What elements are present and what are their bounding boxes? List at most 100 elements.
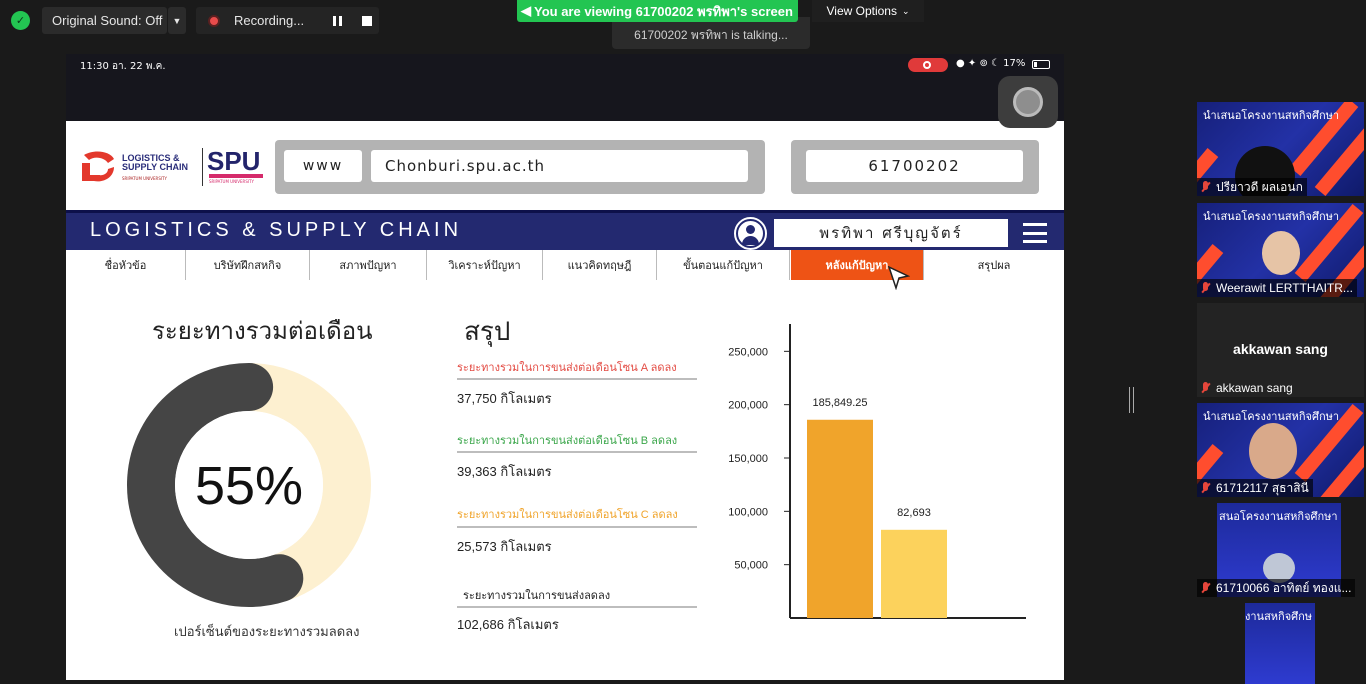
spu-logo-subtitle: SRIPATUM UNIVERSITY [209,179,254,184]
tab-after-solution[interactable]: หลังแก้ปัญหา [791,250,924,280]
summary-label-zone-a: ระยะทางรวมในการขนส่งต่อเดือนโซน A ลดลง [457,362,677,374]
tab-analysis[interactable]: วิเคราะห์ปัญหา [427,250,543,280]
mic-muted-icon [1201,181,1210,193]
hamburger-menu-icon[interactable] [1023,223,1047,243]
url-box: www Chonburi.spu.ac.th [275,140,765,194]
original-sound-label: Original Sound: Off [52,13,163,28]
security-shield-icon[interactable]: ✓ [11,11,30,30]
view-options-label: View Options [826,4,897,18]
slide-title: นำเสนอโครงงานสหกิจศึกษา [1203,110,1340,122]
donut-percent: 55% [195,456,303,516]
student-id-field[interactable]: 61700202 [806,150,1023,182]
tab-topic[interactable]: ชื่อหัวข้อ [66,250,186,280]
participant-name: akkawan sang [1216,381,1293,395]
slide-title: นำเสนอโครงงานสหกิจศึกษา [1203,411,1340,423]
donut-hole [175,411,323,559]
y-tick-label: 50,000 [734,560,768,572]
participant-tile[interactable]: นำเสนอโครงงานสหกิจศึกษา ปรียาวดี ผลเอนก [1197,102,1364,196]
slide-title: สนอโครงงานสหกิจศึกษา [1219,511,1338,523]
mic-muted-icon [1201,582,1210,594]
slide-title: นำเสนอโครงงานสหกิจศึกษา [1203,211,1340,223]
original-sound-button[interactable]: Original Sound: Off [42,7,167,34]
recording-label: Recording... [234,13,305,28]
logo-divider [202,148,203,186]
mic-muted-icon [1201,482,1210,494]
stop-icon[interactable] [362,16,372,26]
pause-icon[interactable] [333,16,343,26]
participant-nameplate: Weerawit LERTTHAITR... [1197,279,1357,297]
viewing-banner: ◀ You are viewing 61700202 พรทิพา's scree… [517,0,798,22]
student-id-box: 61700202 [791,140,1039,194]
ls-logo-icon [82,151,114,182]
spu-logo-bar [209,174,263,178]
summary-value-zone-b: 39,363 กิโลเมตร [457,464,552,479]
summary-value-zone-a: 37,750 กิโลเมตร [457,391,552,406]
shared-screen: 11:30 อา. 22 พ.ค. ● ✦ ⊚ ☾ 17% LOGISTICS … [66,54,1064,680]
tab-theory[interactable]: แนวคิดทฤษฎี [543,250,657,280]
talking-indicator: 61700202 พรทิพา is talking... [612,17,810,49]
participant-name: 61710066 อาทิตย์ ทองแ... [1216,580,1352,595]
chevron-down-icon: ⌄ [901,5,910,16]
donut-filled-arc [127,363,371,607]
tab-problem[interactable]: สภาพปัญหา [310,250,427,280]
tab-solution-steps[interactable]: ขั้นตอนแก้ปัญหา [657,250,790,280]
tab-company[interactable]: บริษัทฝึกสหกิจ [186,250,310,280]
mic-muted-icon [1201,382,1210,394]
participant-nameplate: ปรียาวดี ผลเอนก [1197,178,1307,196]
spu-logo: SPU [207,146,261,176]
view-options-button[interactable]: View Options ⌄ [812,0,924,22]
participant-nameplate: akkawan sang [1197,379,1297,397]
user-name-field: พรทิพา ศรีบุญจัตร์ [774,219,1008,247]
record-icon [208,14,220,27]
bar [881,529,947,618]
url-field[interactable]: Chonburi.spu.ac.th [371,150,748,182]
participant-tile[interactable]: สนอโครงงานสหกิจศึกษา 61710066 อาทิตย์ ทอ… [1197,503,1364,597]
summary-divider [457,526,697,528]
participant-tile[interactable]: นำเสนอโครงงานสหกิจศึกษา 61712117 สุธาสิน… [1197,403,1364,497]
y-tick-label: 150,000 [728,453,768,465]
bar-data-label: 185,849.25 [812,397,867,409]
bar-chart: 50,000 100,000 150,000 200,000 250,000 185,84… [728,324,1026,619]
speaker-icon: ◀ [521,3,531,18]
assistive-touch-button[interactable] [998,76,1058,128]
status-time: 11:30 อา. 22 พ.ค. [80,61,166,72]
summary-label-zone-c: ระยะทางรวมในการขนส่งต่อเดือนโซน C ลดลง [457,509,678,521]
participant-name: Weerawit LERTTHAITR... [1216,281,1353,295]
participant-tile[interactable]: นำเสนอโครงงานสหกิจศึกษา Weerawit LERTTHA… [1197,203,1364,297]
cursor-arrow-icon [888,266,910,290]
section-tabs: ชื่อหัวข้อ บริษัทฝึกสหกิจ สภาพปัญหา วิเค… [66,250,1064,282]
mic-muted-icon [1201,282,1210,294]
y-tick-label: 100,000 [728,506,768,518]
summary-divider [457,451,697,453]
summary-value-total: 102,686 กิโลเมตร [457,617,559,632]
summary-divider [457,378,697,380]
donut-chart: 55% [127,363,371,607]
participant-name: ปรียาวดี ผลเอนก [1216,179,1303,194]
summary-label-zone-b: ระยะทางรวมในการขนส่งต่อเดือนโซน B ลดลง [457,435,678,447]
tablet-status-bar: 11:30 อา. 22 พ.ค. ● ✦ ⊚ ☾ 17% [66,54,1064,121]
tab-conclusion[interactable]: สรุปผล [977,260,1011,272]
logistics-logo-text: LOGISTICS & SUPPLY CHAIN [122,153,189,172]
donut-title: ระยะทางรวมต่อเดือน [152,318,373,345]
y-tick-label: 250,000 [728,346,768,358]
summary-title: สรุป [464,316,511,346]
recording-indicator: Recording... [196,7,379,34]
slide-title: งานสหกิจศึกษ [1245,611,1313,623]
panel-resize-handle[interactable] [1129,387,1134,413]
participant-name: 61712117 สุธาสินี [1216,480,1309,495]
talking-label: 61700202 พรทิพา is talking... [634,27,788,42]
summary-label-total: ระยะทางรวมในการขนส่งลดลง [463,590,611,602]
chevron-down-icon[interactable]: ▼ [168,7,186,34]
user-icon[interactable] [734,217,767,250]
screen-record-icon [908,58,948,72]
logo-subtitle: SRIPATUM UNIVERSITY [122,176,167,181]
bar [807,419,873,618]
participant-display-name: akkawan sang [1233,341,1328,357]
participant-nameplate: 61710066 อาทิตย์ ทองแ... [1197,579,1356,597]
participant-nameplate: 61712117 สุธาสินี [1197,479,1313,497]
battery-icon [1032,60,1050,69]
site-nav-bar: LOGISTICS & SUPPLY CHAIN พรทิพา ศรีบุญจั… [66,210,1064,250]
participant-tile[interactable]: akkawan sang akkawan sang [1197,303,1364,397]
donut-caption: เปอร์เซ็นต์ของระยะทางรวมลดลง [174,624,360,639]
participant-tile[interactable]: งานสหกิจศึกษ [1197,603,1364,684]
